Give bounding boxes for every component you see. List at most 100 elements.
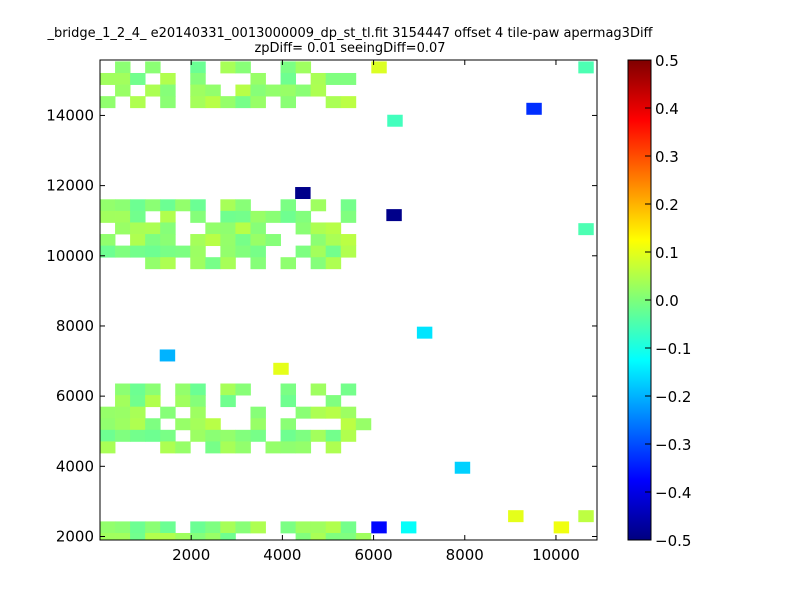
- heatmap-cell: [190, 234, 206, 247]
- heatmap-cell: [295, 187, 311, 199]
- heatmap-cell: [190, 406, 206, 419]
- heatmap-cell: [273, 362, 289, 375]
- y-tick-label: 6000: [56, 387, 94, 405]
- heatmap-cell: [100, 556, 115, 568]
- heatmap-cell: [250, 96, 266, 109]
- heatmap-cell: [265, 441, 281, 454]
- heatmap-cell: [265, 84, 281, 97]
- heatmap-cell: [280, 383, 297, 396]
- heatmap-cell: [160, 245, 176, 258]
- heatmap-cell: [220, 545, 235, 557]
- heatmap-cell: [235, 96, 251, 109]
- heatmap-cell: [190, 532, 206, 540]
- heatmap-cell: [115, 521, 131, 534]
- heatmap-cell: [310, 72, 327, 85]
- colorbar-tick-label: −0.3: [655, 436, 691, 454]
- y-tick-label: 4000: [56, 457, 94, 475]
- heatmap-cell: [526, 102, 542, 115]
- heatmap-cell: [400, 521, 417, 534]
- heatmap-cell: [130, 418, 146, 431]
- heatmap-cell: [265, 234, 281, 247]
- heatmap-cell: [145, 61, 161, 74]
- heatmap-cell: [205, 418, 221, 431]
- heatmap-cell: [386, 209, 402, 222]
- heatmap-cell: [100, 72, 116, 85]
- heatmap-cell: [235, 61, 251, 74]
- heatmap-cell: [355, 532, 372, 540]
- heatmap-cells: [100, 61, 594, 591]
- heatmap-cell: [100, 245, 116, 258]
- heatmap-cell: [340, 96, 357, 109]
- heatmap-cell: [100, 568, 115, 580]
- heatmap-cell: [160, 406, 176, 419]
- heatmap-cell: [100, 429, 116, 442]
- heatmap-cell: [100, 406, 116, 419]
- heatmap-cell: [325, 532, 342, 540]
- heatmap-cell: [130, 429, 146, 442]
- heatmap-cell: [310, 257, 327, 270]
- heatmap-cell: [145, 418, 161, 431]
- heatmap-cell: [160, 96, 176, 109]
- heatmap-cell: [325, 72, 342, 85]
- heatmap-cell: [280, 96, 297, 109]
- heatmap-cell: [220, 532, 236, 540]
- x-tick-label: 8000: [446, 546, 484, 564]
- heatmap-cell: [250, 245, 266, 258]
- heatmap-cell: [235, 222, 251, 235]
- heatmap-cell: [340, 245, 357, 258]
- heatmap-cell: [340, 406, 357, 419]
- heatmap-cell: [235, 210, 251, 223]
- heatmap-cell: [205, 521, 221, 534]
- heatmap-cell: [295, 532, 312, 540]
- colorbar-tick-label: −0.5: [655, 532, 691, 550]
- heatmap-cell: [130, 245, 146, 258]
- heatmap-cell: [325, 441, 342, 454]
- plot-frame: [99, 59, 598, 541]
- heatmap-cell: [130, 521, 146, 534]
- heatmap-cell: [295, 222, 312, 235]
- heatmap-cell: [295, 84, 312, 97]
- heatmap-cell: [160, 210, 176, 223]
- heatmap-cell: [115, 84, 131, 97]
- heatmap-cell: [235, 245, 251, 258]
- heatmap-cell: [190, 395, 206, 408]
- heatmap-cell: [295, 245, 312, 258]
- heatmap-cell: [190, 245, 206, 258]
- heatmap-cell: [325, 395, 342, 408]
- heatmap-cell: [220, 579, 235, 591]
- heatmap-cell: [145, 532, 161, 540]
- colorbar-tick-label: −0.4: [655, 484, 691, 502]
- heatmap-cell: [235, 84, 251, 97]
- heatmap-cell: [310, 429, 327, 442]
- heatmap-cell: [100, 441, 116, 454]
- y-tick-label: 8000: [56, 317, 94, 335]
- heatmap-cell: [325, 96, 342, 109]
- heatmap-cell: [100, 234, 116, 247]
- heatmap-cell: [190, 61, 206, 74]
- colorbar-tick-label: 0.3: [655, 148, 679, 166]
- heatmap-cell: [340, 429, 357, 442]
- heatmap-cell: [205, 429, 221, 442]
- heatmap-cell: [250, 210, 266, 223]
- heatmap-cell: [220, 210, 236, 223]
- heatmap-cell: [235, 568, 250, 580]
- heatmap-cell: [235, 545, 250, 557]
- heatmap-cell: [295, 429, 312, 442]
- heatmap-cell: [190, 84, 206, 97]
- x-axis: 2000 4000 6000 8000 10000: [172, 60, 580, 564]
- heatmap-cell: [310, 84, 327, 97]
- heatmap-cell: [130, 383, 146, 396]
- heatmap-cell: [280, 395, 297, 408]
- colorbar-tick-label: −0.1: [655, 340, 691, 358]
- heatmap-cell: [145, 556, 160, 568]
- heatmap-cell: [220, 383, 236, 396]
- heatmap-cell: [145, 199, 161, 212]
- heatmap-cell: [130, 395, 146, 408]
- heatmap-cell: [310, 521, 327, 534]
- heatmap-cell: [371, 61, 387, 74]
- heatmap-cell: [553, 521, 570, 534]
- heatmap-cell: [190, 257, 206, 270]
- heatmap-cell: [325, 429, 342, 442]
- heatmap-cell: [310, 245, 327, 258]
